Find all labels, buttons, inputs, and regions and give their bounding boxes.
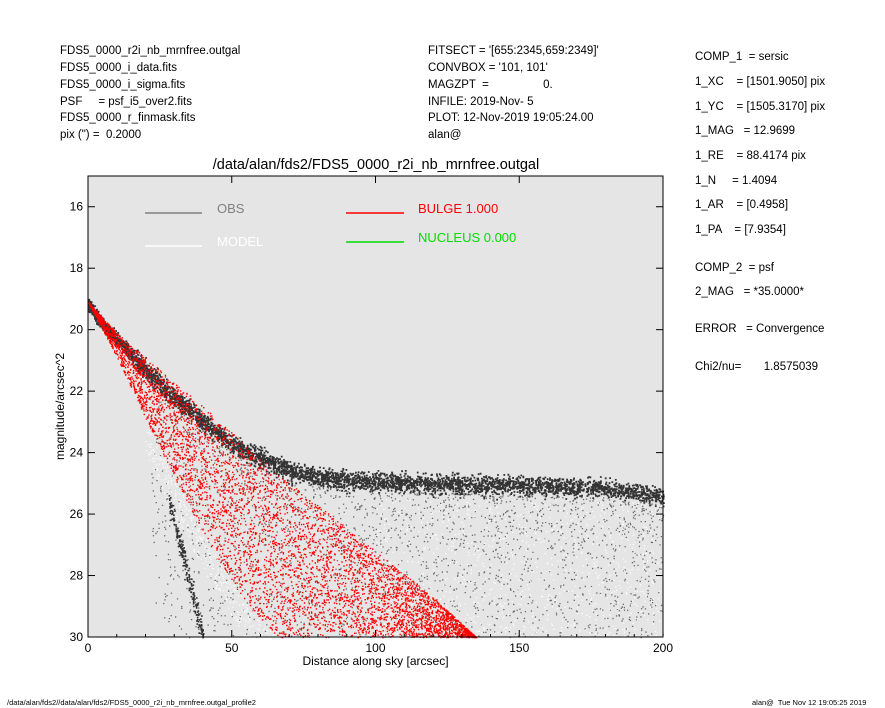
param-error: ERROR = Convergence [695, 323, 825, 335]
param-2-mag: 2_MAG = *35.0000* [695, 286, 805, 298]
header-mid-4: INFILE: 2019-Nov- 5 [428, 96, 534, 108]
header-line-5: FDS5_0000_r_finmask.fits [60, 112, 196, 124]
x-tick-label: 150 [509, 641, 529, 655]
header-line-6: pix (") = 0.2000 [60, 129, 142, 141]
header-mid-3: MAGZPT = 0. [428, 79, 553, 91]
y-tick-label: 20 [70, 323, 84, 337]
y-tick-label: 22 [70, 384, 84, 398]
y-tick-label: 26 [70, 507, 84, 521]
legend-bulge-label: BULGE 1.000 [418, 201, 498, 216]
param-chi2nu: Chi2/nu= 1.8575039 [695, 361, 819, 373]
legend-model-label: MODEL [217, 234, 263, 249]
param-1-pa: 1_PA = [7.9354] [695, 224, 786, 236]
footer-timestamp: alan@ Tue Nov 12 19:05:25 2019 [752, 698, 867, 707]
header-line-2: FDS5_0000_i_data.fits [60, 62, 177, 74]
param-1-mag: 1_MAG = 12.9699 [695, 125, 796, 137]
param-comp2: COMP_2 = psf [695, 262, 774, 274]
x-axis-label: Distance along sky [arcsec] [302, 654, 448, 668]
param-1-yc: 1_YC = [1505.3170] pix [695, 101, 826, 113]
header-mid-1: FITSECT = '[655:2345,659:2349]' [428, 45, 599, 57]
y-tick-label: 30 [70, 630, 84, 644]
header-line-1: FDS5_0000_r2i_nb_mrnfree.outgal [60, 45, 241, 57]
chart-title: /data/alan/fds2/FDS5_0000_r2i_nb_mrnfree… [212, 157, 540, 173]
x-tick-label: 200 [653, 641, 673, 655]
header-mid-2: CONVBOX = '101, 101' [428, 62, 548, 74]
footer-path: /data/alan/fds2//data/alan/fds2/FDS5_000… [7, 698, 256, 707]
legend-nucleus-label: NUCLEUS 0.000 [418, 230, 516, 245]
x-tick-label: 100 [365, 641, 385, 655]
y-tick-label: 28 [70, 569, 84, 583]
header-line-3: FDS5_0000_i_sigma.fits [60, 79, 186, 91]
bulge-points [88, 302, 478, 639]
header-line-4: PSF = psf_i5_over2.fits [60, 96, 192, 108]
y-tick-label: 18 [70, 261, 84, 275]
x-tick-label: 50 [225, 641, 239, 655]
param-1-re: 1_RE = 88.4174 pix [695, 150, 806, 162]
y-tick-label: 24 [70, 446, 84, 460]
x-tick-label: 0 [85, 641, 92, 655]
y-tick-label: 16 [70, 200, 84, 214]
header-mid-6: alan@ [428, 129, 462, 141]
param-1-ar: 1_AR = [0.4958] [695, 199, 789, 211]
header-mid-5: PLOT: 12-Nov-2019 19:05:24.00 [428, 112, 594, 124]
legend-obs-label: OBS [217, 201, 245, 216]
param-1-xc: 1_XC = [1501.9050] pix [695, 76, 826, 88]
param-1-n: 1_N = 1.4094 [695, 175, 778, 187]
param-comp1: COMP_1 = sersic [695, 51, 789, 63]
y-axis-label: magnitude/arcsec^2 [53, 353, 67, 460]
